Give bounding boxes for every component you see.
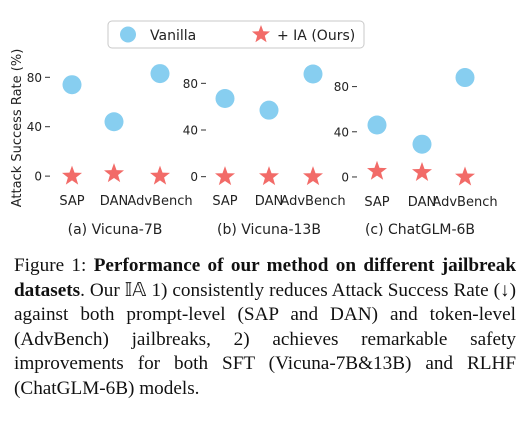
ia-star-point xyxy=(367,161,387,180)
x-tick-label: SAP xyxy=(364,195,389,210)
ia-star-point xyxy=(215,166,235,185)
x-tick-label: SAP xyxy=(59,194,84,209)
y-tick-label: 0 xyxy=(341,170,349,184)
legend-vanilla-label: Vanilla xyxy=(150,28,196,44)
caption-lead: Figure 1: xyxy=(14,255,94,276)
vanilla-point xyxy=(413,135,432,154)
panel-subtitle: (c) ChatGLM-6B xyxy=(365,222,475,238)
panel-subtitle: (b) Vicuna-13B xyxy=(217,222,321,238)
y-tick-label: 40 xyxy=(27,120,42,134)
x-tick-label: DAN xyxy=(100,194,128,209)
y-tick-label: 80 xyxy=(183,77,198,91)
ia-star-point xyxy=(455,166,475,185)
legend-vanilla-marker xyxy=(120,27,136,43)
legend-ia-label: + IA (Ours) xyxy=(277,28,355,44)
y-tick-label: 80 xyxy=(27,71,42,85)
ia-star-point xyxy=(412,162,432,181)
y-tick-label: 40 xyxy=(334,125,349,139)
ia-star-point xyxy=(259,166,279,185)
y-tick-label: 0 xyxy=(190,170,198,184)
vanilla-point xyxy=(456,68,475,87)
x-tick-label: DAN xyxy=(255,194,283,209)
vanilla-point xyxy=(105,112,124,131)
figure-caption: Figure 1: Performance of our method on d… xyxy=(14,254,516,401)
vanilla-point xyxy=(368,116,387,135)
vanilla-point xyxy=(260,101,279,120)
x-tick-label: SAP xyxy=(212,194,237,209)
panel-1: 0 40 80 SAP DAN AdvBench (a) Vicuna-7B xyxy=(27,64,193,238)
x-tick-label: AdvBench xyxy=(280,194,345,209)
ia-star-point xyxy=(104,163,124,182)
y-tick-label: 80 xyxy=(334,80,349,94)
x-tick-label: AdvBench xyxy=(432,195,497,210)
vanilla-point xyxy=(63,75,82,94)
caption-rest: . Our 𝕀𝔸 1) consistently reduces Attack … xyxy=(14,280,516,399)
ia-star-point xyxy=(150,166,170,185)
panel-subtitle: (a) Vicuna-7B xyxy=(68,222,163,238)
vanilla-point xyxy=(304,65,323,84)
x-tick-label: AdvBench xyxy=(127,194,192,209)
vanilla-point xyxy=(151,64,170,83)
legend: Vanilla + IA (Ours) xyxy=(108,21,364,48)
ia-star-point xyxy=(62,166,82,185)
y-axis-label: Attack Success Rate (%) xyxy=(10,49,25,208)
y-tick-label: 40 xyxy=(183,124,198,138)
ia-star-point xyxy=(303,166,323,185)
y-tick-label: 0 xyxy=(34,170,42,184)
vanilla-point xyxy=(216,89,235,108)
